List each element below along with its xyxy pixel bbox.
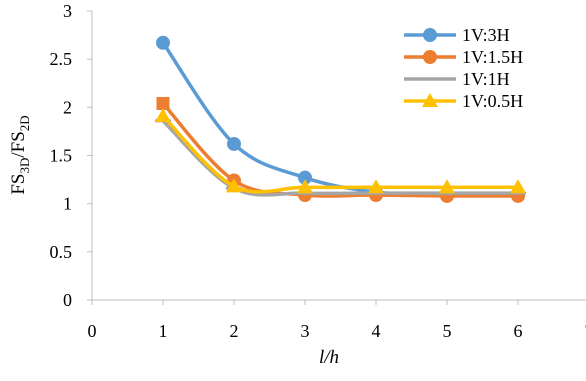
x-tick-label: 4 — [372, 321, 381, 341]
legend-item: 1V:1H — [404, 69, 510, 89]
series-1V-0.5H — [155, 108, 526, 194]
x-tick-label: 3 — [301, 321, 310, 341]
x-tick-label: 6 — [514, 321, 523, 341]
series-layer — [155, 35, 526, 203]
legend-label: 1V:1.5H — [462, 47, 523, 67]
x-tick-label: 1 — [159, 321, 168, 341]
y-tick-label: 2 — [63, 97, 72, 117]
data-point — [298, 170, 312, 185]
series-line — [161, 114, 520, 194]
legend-swatch-marker — [422, 93, 438, 107]
legend-item: 1V:1.5H — [404, 47, 523, 67]
data-point — [510, 179, 526, 194]
data-point — [226, 178, 242, 193]
y-axis-label-main: FS — [8, 174, 29, 195]
x-tick-label: 5 — [443, 321, 452, 341]
x-axis-ticks: 0 1 2 3 4 5 6 7 — [88, 300, 586, 341]
legend-item: 1V:3H — [404, 25, 510, 45]
legend-item: 1V:0.5H — [404, 91, 523, 111]
x-axis-label: l/h — [319, 347, 339, 368]
y-axis-label-mid: /FS — [8, 131, 29, 157]
x-tick-label: 2 — [230, 321, 239, 341]
legend-swatch-marker — [422, 77, 438, 81]
y-axis-label-sub-2d: 2D — [17, 115, 32, 131]
y-axis-label-sub-3d: 3D — [17, 158, 32, 174]
data-point — [368, 179, 384, 194]
y-tick-label: 0.5 — [50, 242, 73, 262]
data-point — [155, 108, 171, 123]
series-line — [161, 101, 520, 198]
data-point — [297, 179, 313, 194]
legend-label: 1V:0.5H — [462, 91, 523, 111]
series-1V-1H — [155, 119, 526, 197]
y-tick-label: 3 — [63, 1, 72, 21]
data-point — [439, 179, 455, 194]
data-point — [156, 96, 170, 110]
y-axis-label: FS3D/FS2D — [8, 115, 32, 194]
x-tick-label: 0 — [88, 321, 97, 341]
legend-swatch-marker — [423, 50, 437, 64]
y-tick-label: 1.5 — [50, 146, 73, 166]
data-point — [227, 136, 241, 151]
legend-label: 1V:3H — [462, 25, 510, 45]
data-point — [156, 35, 170, 50]
legend-label: 1V:1H — [462, 69, 510, 89]
y-tick-label: 0 — [63, 290, 72, 310]
y-tick-label: 1 — [63, 194, 72, 214]
x-tick-label: 7 — [585, 321, 586, 341]
y-tick-label: 2.5 — [50, 49, 73, 69]
series-line — [161, 119, 520, 197]
y-axis-ticks: 0 0.5 1 1.5 2 2.5 3 — [50, 1, 92, 310]
legend-swatch-marker — [423, 28, 437, 42]
